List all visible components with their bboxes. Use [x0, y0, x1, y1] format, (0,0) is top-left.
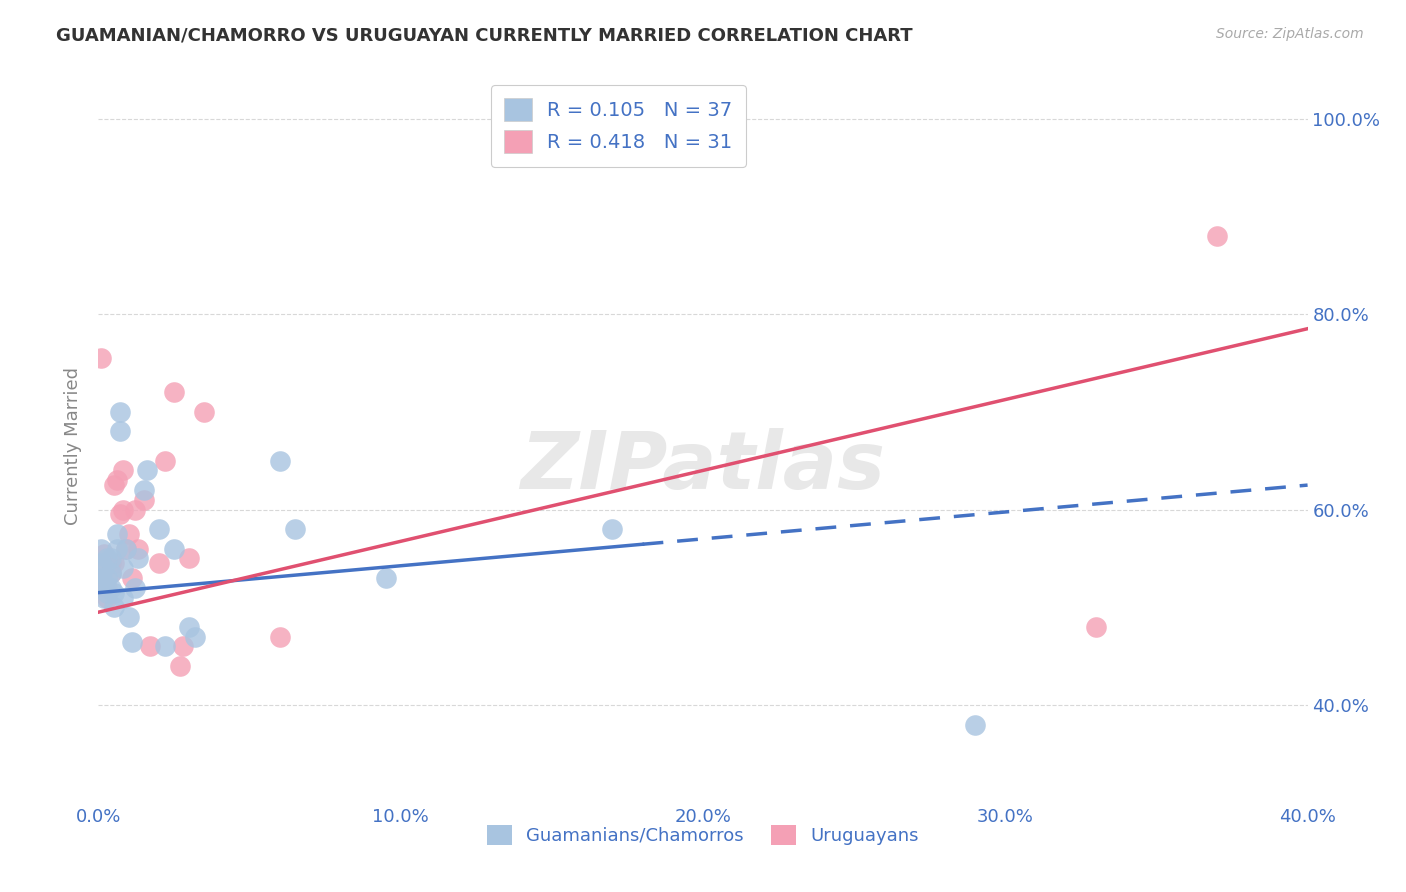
- Point: [103, 478, 125, 492]
- Point: [169, 659, 191, 673]
- Point: [90, 351, 112, 365]
- Point: [163, 385, 186, 400]
- Point: [96, 551, 118, 566]
- Point: [93, 547, 115, 561]
- Point: [96, 571, 118, 585]
- Point: [148, 522, 170, 536]
- Point: [135, 463, 157, 477]
- Point: [602, 522, 624, 536]
- Point: [105, 527, 128, 541]
- Point: [100, 566, 122, 580]
- Point: [1206, 228, 1229, 243]
- Point: [127, 541, 149, 556]
- Point: [96, 581, 118, 595]
- Point: [121, 634, 143, 648]
- Point: [124, 502, 146, 516]
- Point: [114, 541, 136, 556]
- Point: [93, 575, 115, 590]
- Point: [179, 551, 201, 566]
- Point: [108, 425, 131, 439]
- Point: [100, 557, 122, 571]
- Y-axis label: Currently Married: Currently Married: [63, 367, 82, 525]
- Point: [111, 591, 134, 605]
- Point: [93, 591, 115, 605]
- Point: [132, 492, 155, 507]
- Point: [90, 557, 112, 571]
- Point: [132, 483, 155, 497]
- Point: [90, 571, 112, 585]
- Point: [111, 561, 134, 575]
- Point: [111, 502, 134, 516]
- Point: [118, 610, 141, 624]
- Text: GUAMANIAN/CHAMORRO VS URUGUAYAN CURRENTLY MARRIED CORRELATION CHART: GUAMANIAN/CHAMORRO VS URUGUAYAN CURRENTL…: [56, 27, 912, 45]
- Point: [105, 473, 128, 487]
- Point: [1085, 620, 1108, 634]
- Point: [965, 717, 987, 731]
- Point: [193, 405, 215, 419]
- Point: [139, 640, 162, 654]
- Point: [184, 630, 207, 644]
- Point: [179, 620, 201, 634]
- Point: [374, 571, 396, 585]
- Point: [108, 405, 131, 419]
- Text: ZIPatlas: ZIPatlas: [520, 428, 886, 507]
- Point: [100, 581, 122, 595]
- Point: [153, 453, 176, 467]
- Point: [118, 527, 141, 541]
- Point: [153, 640, 176, 654]
- Point: [269, 453, 291, 467]
- Point: [103, 585, 125, 599]
- Point: [172, 640, 194, 654]
- Point: [148, 557, 170, 571]
- Point: [284, 522, 307, 536]
- Point: [105, 541, 128, 556]
- Point: [114, 541, 136, 556]
- Point: [93, 561, 115, 575]
- Point: [163, 541, 186, 556]
- Point: [124, 581, 146, 595]
- Point: [96, 591, 118, 605]
- Point: [103, 600, 125, 615]
- Point: [269, 630, 291, 644]
- Text: Source: ZipAtlas.com: Source: ZipAtlas.com: [1216, 27, 1364, 41]
- Point: [108, 508, 131, 522]
- Point: [103, 557, 125, 571]
- Point: [96, 585, 118, 599]
- Point: [127, 551, 149, 566]
- Point: [90, 541, 112, 556]
- Point: [93, 561, 115, 575]
- Point: [100, 566, 122, 580]
- Point: [121, 571, 143, 585]
- Point: [111, 463, 134, 477]
- Point: [100, 551, 122, 566]
- Point: [90, 571, 112, 585]
- Legend: Guamanians/Chamorros, Uruguayans: Guamanians/Chamorros, Uruguayans: [474, 812, 932, 858]
